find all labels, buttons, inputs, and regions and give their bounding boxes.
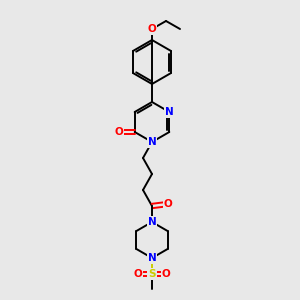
Text: O: O — [164, 199, 172, 209]
Text: S: S — [148, 269, 156, 279]
Text: N: N — [148, 253, 156, 263]
Text: O: O — [162, 269, 170, 279]
Text: O: O — [114, 127, 123, 137]
Text: O: O — [148, 24, 156, 34]
Text: N: N — [148, 217, 156, 227]
Text: N: N — [165, 107, 174, 117]
Text: O: O — [134, 269, 142, 279]
Text: N: N — [148, 137, 156, 147]
